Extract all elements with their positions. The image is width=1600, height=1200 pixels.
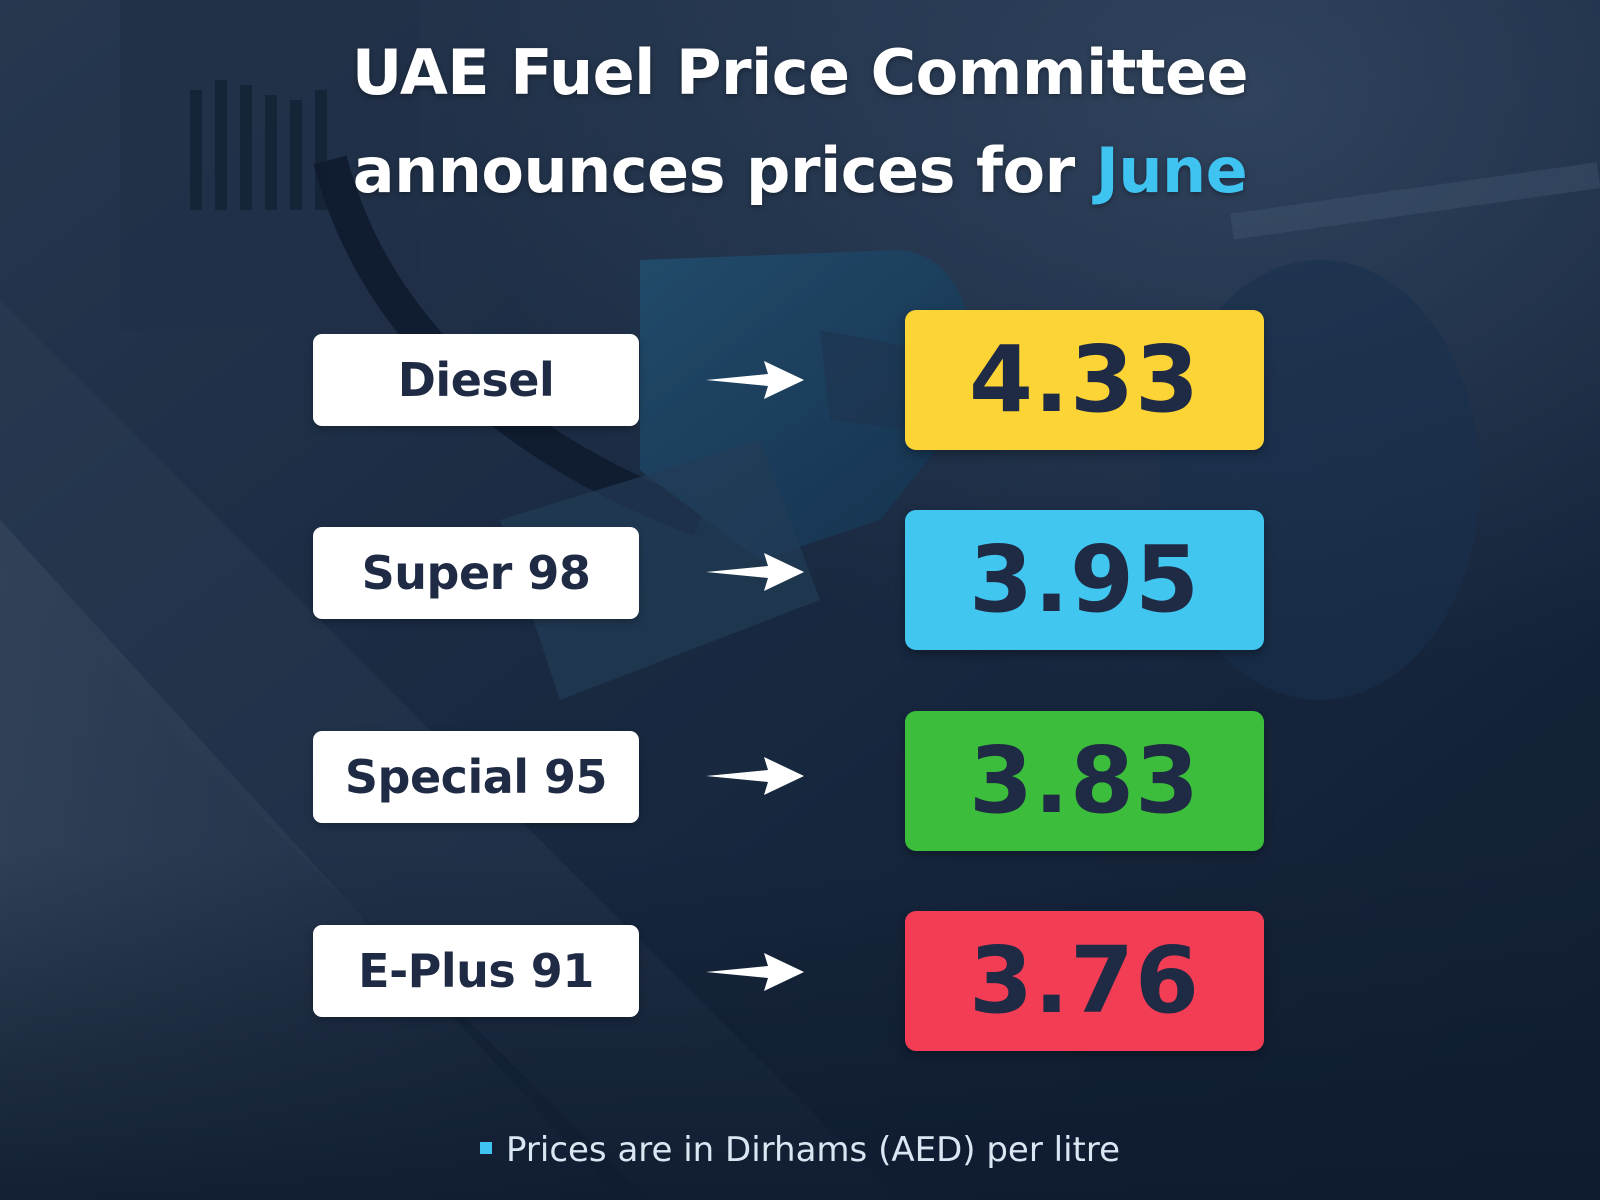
arrow-right-icon — [706, 553, 804, 591]
headline-line-2: announces prices for June — [0, 134, 1600, 207]
fuel-label-diesel: Diesel — [313, 334, 639, 426]
footnote: Prices are in Dirhams (AED) per litre — [0, 1130, 1600, 1170]
price-row-diesel: Diesel 4.33 — [0, 310, 1600, 460]
arrow-right-icon — [706, 953, 804, 991]
fuel-label-special-95: Special 95 — [313, 731, 639, 823]
footnote-text: Prices are in Dirhams (AED) per litre — [505, 1130, 1120, 1170]
price-value-special-95: 3.83 — [905, 711, 1264, 851]
arrow-right-icon — [706, 757, 804, 795]
fuel-label-e-plus-91: E-Plus 91 — [313, 925, 639, 1017]
price-row-super-98: Super 98 3.95 — [0, 510, 1600, 660]
headline-line-1: UAE Fuel Price Committee — [351, 36, 1249, 109]
fuel-label-super-98: Super 98 — [313, 527, 639, 619]
price-row-special-95: Special 95 3.83 — [0, 711, 1600, 861]
headline-month: June — [1095, 134, 1248, 207]
price-value-e-plus-91: 3.76 — [905, 911, 1264, 1051]
arrow-right-icon — [706, 361, 804, 399]
price-value-diesel: 4.33 — [905, 310, 1264, 450]
price-value-super-98: 3.95 — [905, 510, 1264, 650]
headline-prefix: announces prices for — [352, 134, 1075, 207]
square-bullet-icon — [479, 1141, 492, 1154]
price-row-e-plus-91: E-Plus 91 3.76 — [0, 911, 1600, 1061]
